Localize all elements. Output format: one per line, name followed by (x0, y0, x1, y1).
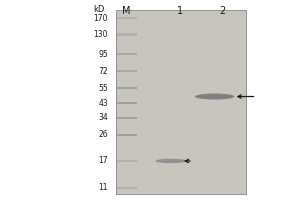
Bar (116, 10, 246, 194)
Bar (117, 17, 136, 19)
Text: 55: 55 (98, 84, 108, 93)
Bar (117, 87, 136, 89)
Bar (117, 53, 136, 55)
Bar (117, 160, 136, 162)
Bar (117, 102, 136, 104)
Bar (117, 117, 136, 119)
Bar (117, 134, 136, 136)
Text: 11: 11 (98, 184, 108, 192)
Ellipse shape (195, 94, 234, 100)
Bar (117, 70, 136, 72)
Text: 130: 130 (94, 30, 108, 39)
Bar (117, 187, 136, 189)
Text: 95: 95 (98, 50, 108, 59)
Text: 2: 2 (219, 6, 225, 16)
Ellipse shape (155, 159, 187, 163)
Text: 26: 26 (98, 130, 108, 139)
Text: 34: 34 (98, 113, 108, 122)
Text: 17: 17 (98, 156, 108, 165)
Text: 170: 170 (94, 14, 108, 23)
Text: 1: 1 (177, 6, 183, 16)
Text: 72: 72 (98, 67, 108, 76)
Text: kD: kD (93, 5, 104, 14)
Text: M: M (122, 6, 130, 16)
Text: 43: 43 (98, 99, 108, 108)
Bar (117, 33, 136, 36)
